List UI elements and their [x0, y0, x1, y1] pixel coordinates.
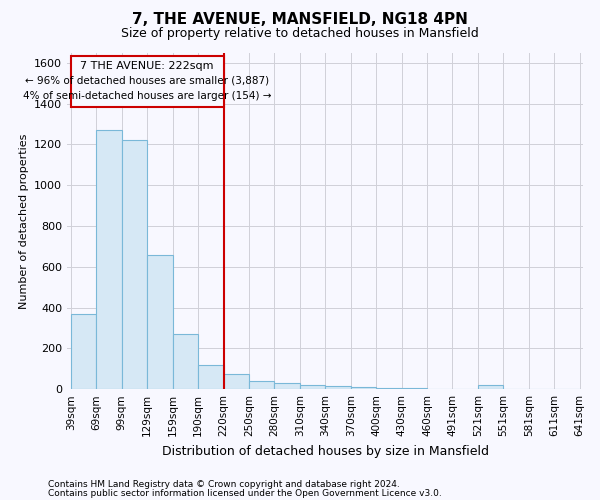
- Bar: [325, 386, 351, 389]
- Bar: [71, 314, 97, 389]
- Bar: [274, 383, 300, 389]
- Bar: [376, 388, 401, 389]
- Text: 7, THE AVENUE, MANSFIELD, NG18 4PN: 7, THE AVENUE, MANSFIELD, NG18 4PN: [132, 12, 468, 28]
- Text: 7 THE AVENUE: 222sqm: 7 THE AVENUE: 222sqm: [80, 60, 214, 70]
- Bar: [478, 385, 503, 389]
- Text: Size of property relative to detached houses in Mansfield: Size of property relative to detached ho…: [121, 28, 479, 40]
- Bar: [224, 374, 249, 389]
- Text: Contains HM Land Registry data © Crown copyright and database right 2024.: Contains HM Land Registry data © Crown c…: [48, 480, 400, 489]
- Bar: [71, 56, 224, 106]
- Bar: [97, 130, 122, 389]
- X-axis label: Distribution of detached houses by size in Mansfield: Distribution of detached houses by size …: [162, 444, 489, 458]
- Bar: [122, 140, 147, 389]
- Bar: [351, 387, 376, 389]
- Text: Contains public sector information licensed under the Open Government Licence v3: Contains public sector information licen…: [48, 488, 442, 498]
- Bar: [300, 385, 325, 389]
- Bar: [173, 334, 198, 389]
- Y-axis label: Number of detached properties: Number of detached properties: [19, 133, 29, 308]
- Bar: [249, 381, 274, 389]
- Bar: [147, 254, 173, 389]
- Bar: [401, 388, 427, 389]
- Text: ← 96% of detached houses are smaller (3,887): ← 96% of detached houses are smaller (3,…: [25, 76, 269, 86]
- Text: 4% of semi-detached houses are larger (154) →: 4% of semi-detached houses are larger (1…: [23, 92, 271, 102]
- Bar: [198, 364, 224, 389]
